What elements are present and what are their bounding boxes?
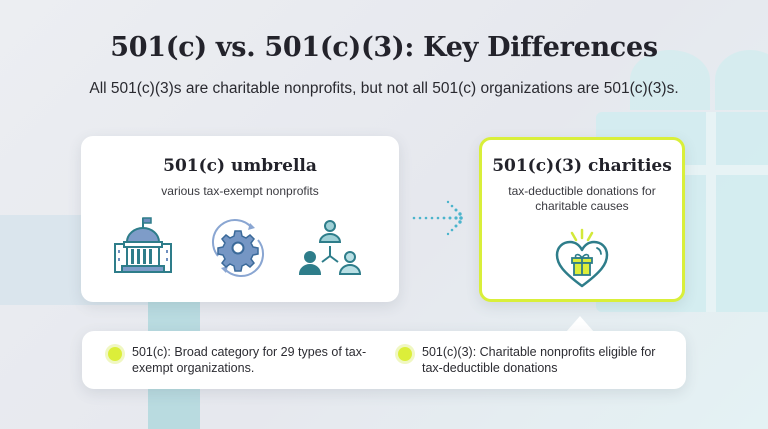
background-gift-bow-right: [715, 50, 768, 110]
notes-panel: 501(c): Broad category for 29 types of t…: [82, 331, 686, 389]
note-501c3: 501(c)(3): Charitable nonprofits eligibl…: [398, 344, 678, 376]
background-gift-bow-left: [630, 50, 710, 110]
note-501c: 501(c): Broad category for 29 types of t…: [108, 344, 368, 376]
card-subtitle: various tax-exempt nonprofits: [161, 184, 319, 198]
people-network-icon: [299, 220, 361, 275]
background-gift-ribbon-vertical: [706, 112, 716, 312]
card-subtitle: tax-deductible donations for charitable …: [508, 184, 656, 213]
dotted-arrow-right-icon: [412, 200, 463, 236]
card-501c-umbrella: 501(c) umbrella various tax-exempt nonpr…: [81, 136, 399, 302]
bullet-dot-icon: [398, 347, 412, 361]
note-text: 501(c)(3): Charitable nonprofits eligibl…: [422, 345, 656, 375]
bullet-dot-icon: [108, 347, 122, 361]
page-title: 501(c) vs. 501(c)(3): Key Differences: [110, 32, 658, 63]
callout-pointer: [566, 316, 594, 332]
heart-gift-icon: [555, 228, 609, 288]
card-501c3-charities: 501(c)(3) charities tax-deductible donat…: [479, 137, 685, 302]
gear-cycle-icon: [211, 218, 265, 278]
card-title: 501(c) umbrella: [163, 156, 317, 176]
page-subtitle: All 501(c)(3)s are charitable nonprofits…: [89, 80, 679, 97]
note-text: 501(c): Broad category for 29 types of t…: [132, 345, 367, 375]
card-title: 501(c)(3) charities: [492, 156, 672, 176]
government-building-icon: [114, 217, 172, 273]
